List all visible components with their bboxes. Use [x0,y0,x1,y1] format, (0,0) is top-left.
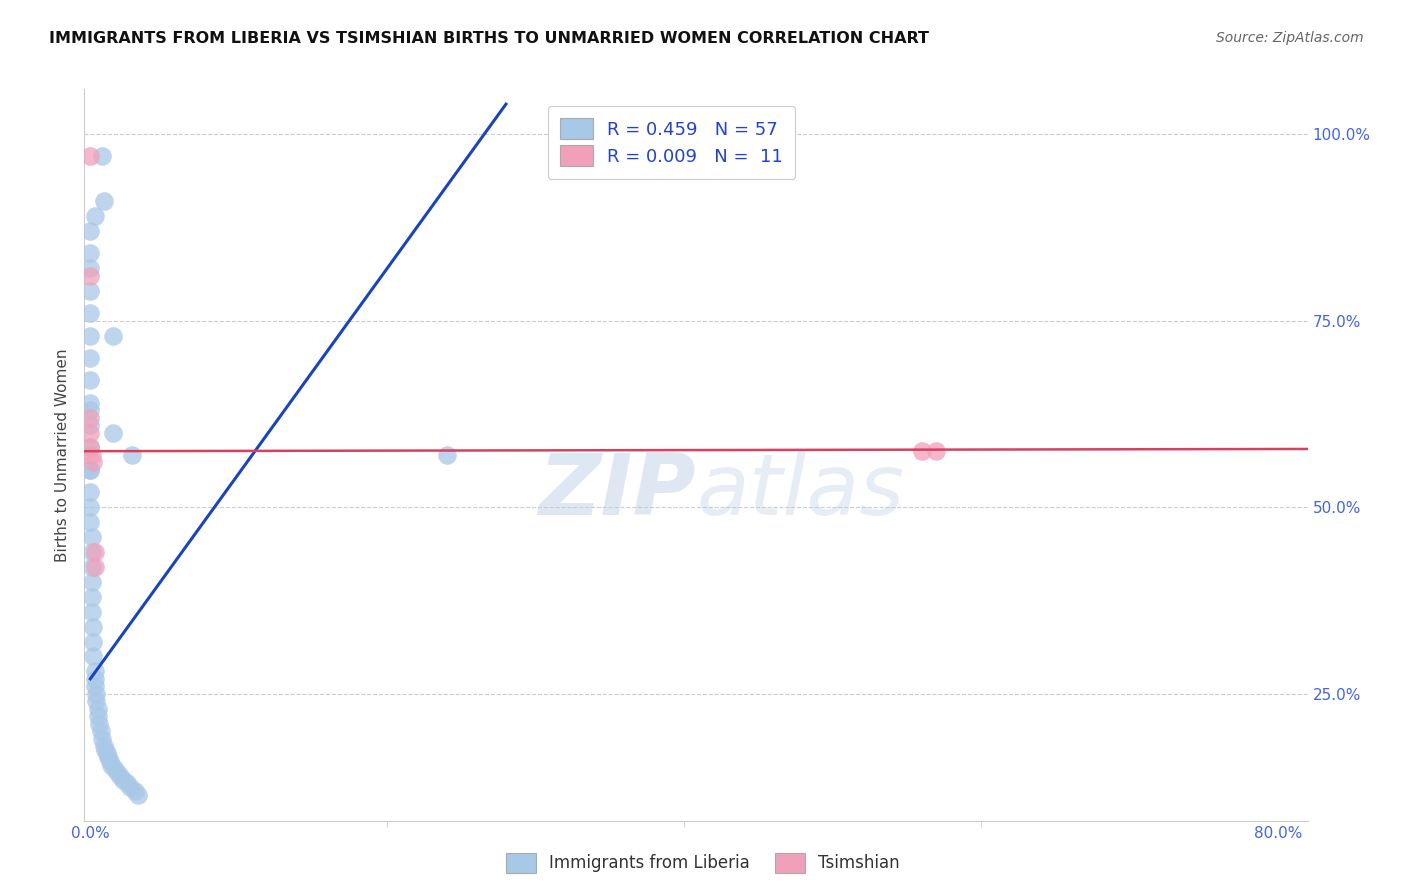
Point [79,268,101,283]
Point [121,448,143,462]
Point [101,328,124,343]
Point [79,515,101,529]
Point [79,485,101,500]
Point [82,455,104,469]
Text: ZIP: ZIP [538,450,696,533]
Point [80,448,103,462]
Point [79,500,101,515]
Point [117,776,139,790]
Point [90,724,112,739]
Point [93,739,115,753]
Point [100,757,122,772]
Point [79,425,101,440]
Point [96,747,118,761]
Point [925,444,948,458]
Point [79,328,101,343]
Point [79,284,101,298]
Point [79,351,101,365]
Text: IMMIGRANTS FROM LIBERIA VS TSIMSHIAN BIRTHS TO UNMARRIED WOMEN CORRELATION CHART: IMMIGRANTS FROM LIBERIA VS TSIMSHIAN BIR… [49,31,929,46]
Point [79,246,101,260]
Point [79,418,101,433]
Point [87,709,110,723]
Text: Source: ZipAtlas.com: Source: ZipAtlas.com [1216,31,1364,45]
Point [79,463,101,477]
Point [89,716,111,731]
Point [80,574,103,589]
Y-axis label: Births to Unmarried Women: Births to Unmarried Women [55,348,70,562]
Point [105,765,128,780]
Point [91,731,114,746]
Point [80,605,103,619]
Point [91,149,114,163]
Legend: Immigrants from Liberia, Tsimshian: Immigrants from Liberia, Tsimshian [499,847,907,880]
Point [83,672,105,686]
Point [80,560,103,574]
Point [83,209,105,223]
Point [80,545,103,559]
Point [120,780,142,794]
Point [83,679,105,693]
Point [111,772,134,787]
Point [436,448,458,462]
Point [83,545,105,559]
Point [84,687,107,701]
Point [79,441,101,455]
Point [79,403,101,417]
Point [79,373,101,387]
Point [910,444,932,458]
Point [108,769,131,783]
Point [83,665,105,679]
Point [84,694,107,708]
Point [79,306,101,320]
Point [127,788,149,802]
Point [79,410,101,425]
Point [80,530,103,544]
Point [79,224,101,238]
Point [79,261,101,276]
Point [79,149,101,163]
Point [82,649,104,664]
Point [98,754,121,768]
Point [87,701,110,715]
Point [93,194,115,209]
Point [82,634,104,648]
Point [124,784,146,798]
Point [97,750,120,764]
Point [101,425,124,440]
Point [82,619,104,633]
Point [80,590,103,604]
Point [83,560,105,574]
Point [94,743,117,757]
Text: atlas: atlas [696,450,904,533]
Point [103,761,125,775]
Point [79,463,101,477]
Point [79,395,101,409]
Point [79,441,101,455]
Legend: R = 0.459   N = 57, R = 0.009   N =  11: R = 0.459 N = 57, R = 0.009 N = 11 [547,105,796,179]
